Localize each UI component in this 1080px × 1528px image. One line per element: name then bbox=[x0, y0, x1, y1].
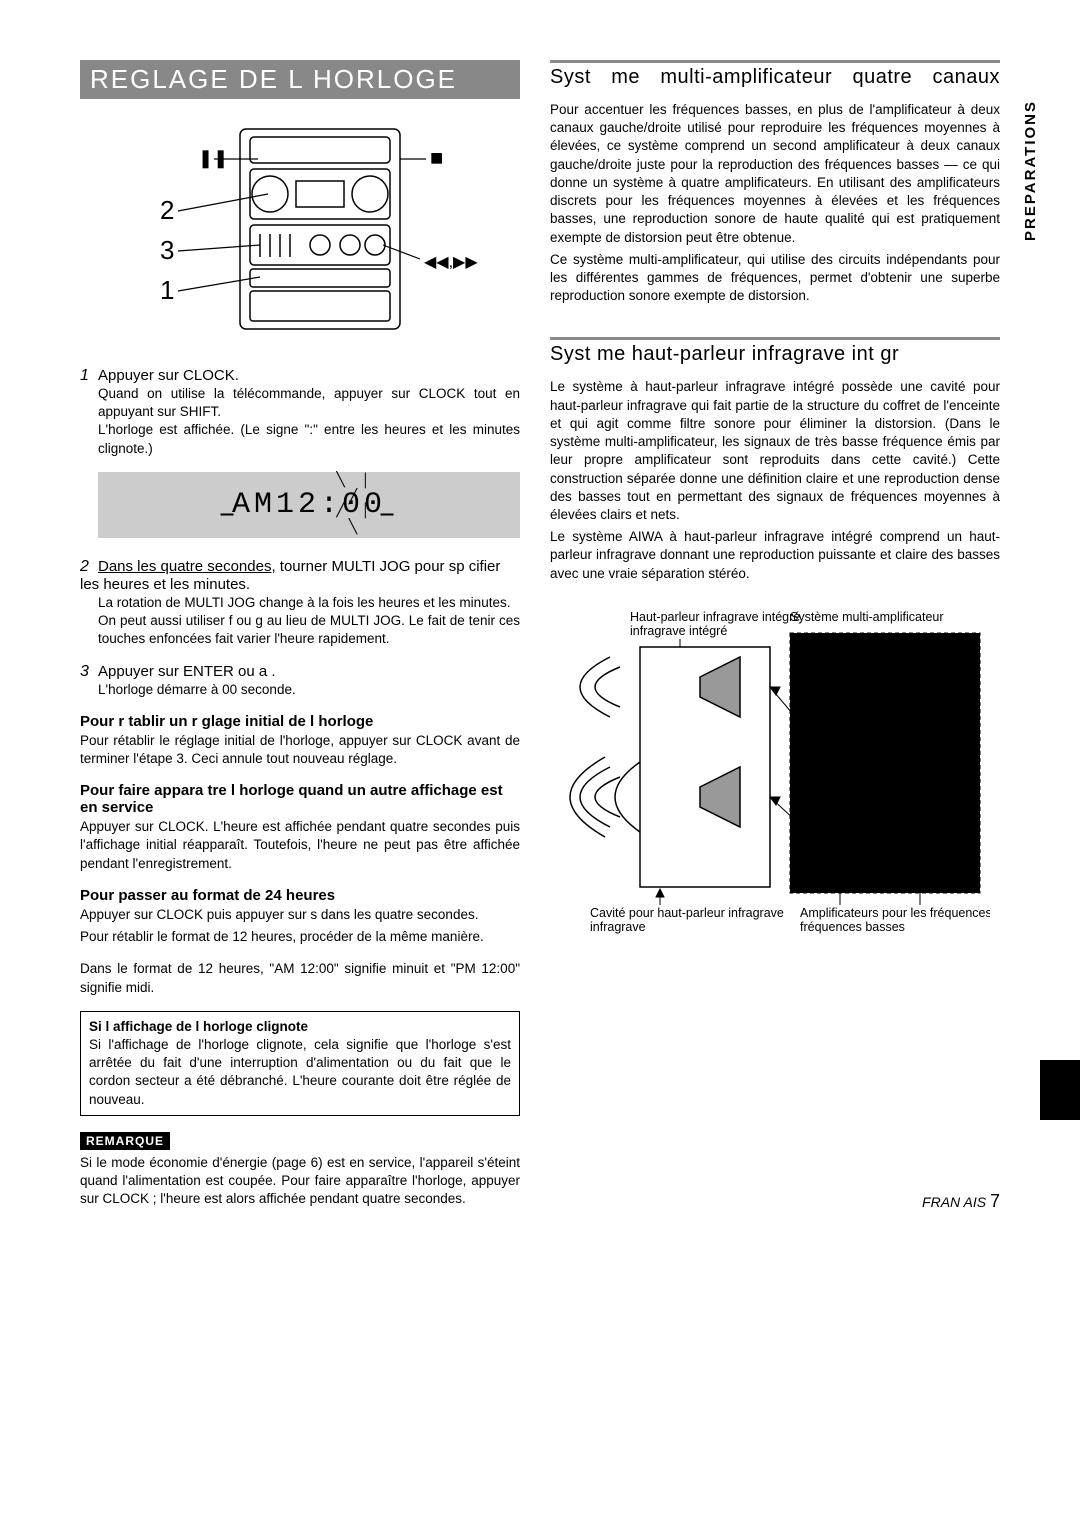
left-column: REGLAGE DE L HORLOGE bbox=[80, 60, 520, 1212]
speaker-system-diagram: Haut-parleur infragrave intégré infragra… bbox=[550, 607, 990, 947]
note-box-title: Si l affichage de l horloge clignote bbox=[89, 1019, 308, 1034]
multi-amp-p1: Pour accentuer les fréquences basses, en… bbox=[550, 101, 1000, 247]
step-3-title: Appuyer sur ENTER ou a . bbox=[98, 663, 276, 680]
format24-text2: Pour rétablir le format de 12 heures, pr… bbox=[80, 928, 520, 946]
step-2-sub2: On peut aussi utiliser f ou g au lieu de… bbox=[80, 612, 520, 648]
multi-amp-title: Syst me multi-amplificateur quatre canau… bbox=[550, 60, 1000, 89]
svg-text:Cavité pour haut-parleur infra: Cavité pour haut-parleur infragrave bbox=[590, 906, 784, 920]
reset-heading: Pour r tablir un r glage initial de l ho… bbox=[80, 713, 520, 730]
footer-page-number: 7 bbox=[990, 1191, 1000, 1211]
format24-text1: Appuyer sur CLOCK puis appuyer sur s dan… bbox=[80, 906, 520, 924]
right-column: Syst me multi-amplificateur quatre canau… bbox=[550, 60, 1000, 1212]
svg-text:infragrave: infragrave bbox=[590, 920, 646, 934]
step-1-sub2: L'horloge est affichée. (Le signe ":" en… bbox=[80, 421, 520, 457]
step-3: 3Appuyer sur ENTER ou a . L'horloge déma… bbox=[80, 663, 520, 699]
svg-text:3: 3 bbox=[160, 235, 174, 265]
stereo-device-illustration: ❚❚ ■ ◀◀,▶▶ 2 3 1 bbox=[110, 119, 490, 349]
page-footer: FRAN AIS 7 bbox=[922, 1191, 1000, 1212]
format24-text3: Dans le format de 12 heures, "AM 12:00" … bbox=[80, 960, 520, 996]
lcd-display: ╲ │ ╱ AM12:00 ╱ │ ╲ – – bbox=[98, 472, 520, 538]
svg-text:◀◀,▶▶: ◀◀,▶▶ bbox=[424, 254, 478, 271]
svg-text:infragrave intégré: infragrave intégré bbox=[630, 624, 727, 638]
step-3-sub1: L'horloge démarre à 00 seconde. bbox=[80, 681, 520, 699]
page-content: REGLAGE DE L HORLOGE bbox=[80, 60, 1000, 1212]
step-2: 2Dans les quatre secondes, tourner MULTI… bbox=[80, 558, 520, 649]
svg-text:Amplificateurs pour les fréque: Amplificateurs pour les fréquences basse… bbox=[800, 906, 990, 920]
format24-heading: Pour passer au format de 24 heures bbox=[80, 887, 520, 904]
step-1-title: Appuyer sur CLOCK. bbox=[98, 367, 239, 384]
reset-text: Pour rétablir le réglage initial de l'ho… bbox=[80, 732, 520, 768]
clock-blink-note: Si l affichage de l horloge clignote Si … bbox=[80, 1011, 520, 1116]
remark-label: REMARQUE bbox=[80, 1132, 170, 1150]
svg-text:Système multi-amplificateur: Système multi-amplificateur bbox=[790, 610, 944, 624]
subwoofer-p1: Le système à haut-parleur infragrave int… bbox=[550, 378, 1000, 524]
step-1-num: 1 bbox=[80, 367, 98, 385]
step-1-sub1: Quand on utilise la télécommande, appuye… bbox=[80, 385, 520, 421]
lcd-text: ╲ │ ╱ AM12:00 ╱ │ ╲ – – bbox=[232, 488, 386, 522]
show-text: Appuyer sur CLOCK. L'heure est affichée … bbox=[80, 818, 520, 873]
side-tab-preparations: PREPARATIONS bbox=[1022, 100, 1039, 241]
step-2-title-a: Dans les quatre secondes, bbox=[98, 558, 276, 575]
svg-text:2: 2 bbox=[160, 195, 174, 225]
step-1: 1Appuyer sur CLOCK. Quand on utilise la … bbox=[80, 367, 520, 458]
clock-setting-title: REGLAGE DE L HORLOGE bbox=[80, 60, 520, 99]
step-2-sub1: La rotation de MULTI JOG change à la foi… bbox=[80, 594, 520, 612]
svg-text:■: ■ bbox=[430, 145, 443, 170]
svg-text:1: 1 bbox=[160, 275, 174, 305]
step-3-num: 3 bbox=[80, 663, 98, 681]
footer-lang: FRAN AIS bbox=[922, 1194, 986, 1210]
note-box-text: Si l'affichage de l'horloge clignote, ce… bbox=[89, 1037, 511, 1107]
show-heading: Pour faire appara tre l horloge quand un… bbox=[80, 782, 520, 816]
step-2-num: 2 bbox=[80, 558, 98, 576]
svg-text:fréquences basses: fréquences basses bbox=[800, 920, 905, 934]
multi-amp-p2: Ce système multi-amplificateur, qui util… bbox=[550, 251, 1000, 306]
edge-tab bbox=[1040, 1060, 1080, 1120]
subwoofer-title: Syst me haut-parleur infragrave int gr bbox=[550, 337, 1000, 366]
subwoofer-p2: Le système AIWA à haut-parleur infragrav… bbox=[550, 528, 1000, 583]
svg-text:❚❚: ❚❚ bbox=[198, 148, 228, 169]
svg-text:Haut-parleur infragrave intégr: Haut-parleur infragrave intégré bbox=[630, 610, 800, 624]
remark-text: Si le mode économie d'énergie (page 6) e… bbox=[80, 1154, 520, 1209]
